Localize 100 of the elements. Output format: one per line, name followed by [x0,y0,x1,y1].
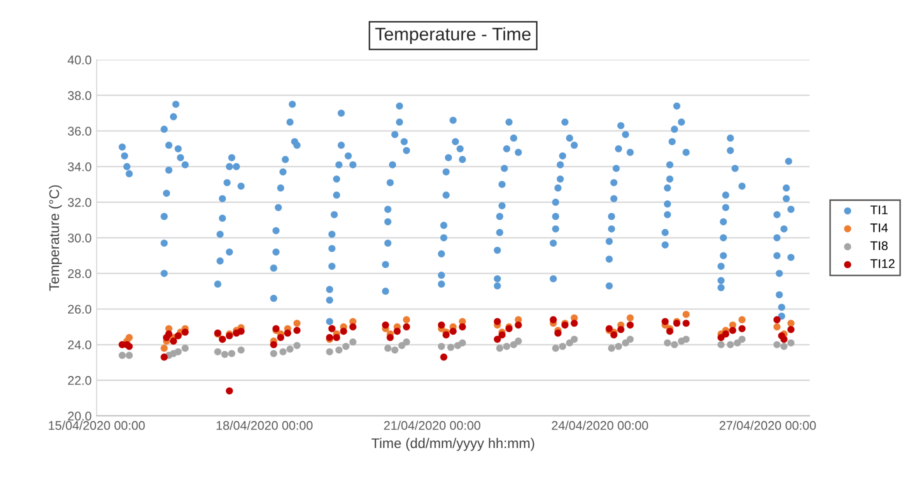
point [566,339,574,346]
point [238,328,245,335]
point [718,341,725,348]
point [738,336,746,343]
point [438,342,445,350]
point [726,341,734,348]
point [182,328,189,336]
point [450,328,457,335]
point [458,339,466,346]
point [402,316,410,324]
point [174,348,182,356]
point [787,339,794,346]
point [570,336,578,343]
point [559,342,566,350]
point [617,326,624,334]
point [626,314,634,322]
point [165,330,172,338]
y-tick-label: 26.0 [68,304,92,314]
legend-label: TI1 [870,206,888,214]
legend-label: TI8 [870,241,888,250]
point [442,331,450,338]
point [494,336,501,343]
point [270,350,278,358]
point [440,354,448,361]
point [666,328,674,335]
point [384,344,392,352]
point [552,344,560,352]
y-tick-label: 24.0 [68,340,92,350]
y-tick-label: 22.0 [68,376,92,385]
point [510,341,518,348]
point [554,330,562,337]
point [438,322,445,329]
point [682,310,690,318]
point [550,316,557,324]
point [270,341,278,348]
point [570,320,578,327]
x-tick-label: 27/04/2020 00:00 [720,420,816,430]
y-tick-label: 28.0 [68,269,92,278]
point [718,334,725,342]
point [174,332,182,340]
point [394,328,401,335]
y-tick-label: 30.0 [68,234,92,242]
point [494,318,501,326]
point [402,323,410,330]
point [226,387,233,394]
point [447,344,454,351]
point [279,348,287,356]
x-tick-label: 15/04/2020 00:00 [48,420,145,430]
point [398,342,406,350]
point [293,342,301,350]
point [773,341,781,348]
point [780,342,788,350]
point [333,334,340,342]
point [626,322,634,329]
point [160,354,168,361]
point [780,336,788,343]
y-tick-label: 40.0 [68,56,92,64]
point [126,342,133,350]
y-tick-label: 34.0 [68,162,92,172]
point [382,322,390,329]
point [738,325,746,332]
point [664,339,672,346]
point [458,323,466,330]
point [349,338,356,346]
chart-title: Temperature - Time [375,27,531,44]
point [293,320,301,327]
point [787,326,794,334]
point [238,346,245,354]
point [221,350,228,358]
point [402,338,410,346]
point [391,346,398,354]
legend-label: TI4 [870,223,888,232]
point [496,344,504,352]
x-tick-label: 24/04/2020 00:00 [552,420,648,430]
point [773,316,781,324]
point [514,338,522,345]
point [126,334,133,342]
x-tick-label: 18/04/2020 00:00 [216,420,313,430]
point [498,331,506,338]
point [514,322,522,329]
legend-label: TI12 [870,259,894,268]
y-tick-label: 32.0 [68,198,92,207]
point [610,331,618,338]
point [734,339,741,346]
point [349,323,356,330]
point [342,342,350,350]
point [622,339,630,346]
point [614,342,622,350]
point [682,320,690,327]
point [335,346,342,354]
y-tick-label: 38.0 [68,91,92,100]
x-tick-label: 21/04/2020 00:00 [384,420,480,430]
point [126,352,133,359]
point [228,350,236,358]
point [214,348,222,356]
point [386,334,394,342]
point [118,352,126,359]
point [340,328,348,335]
point [682,336,690,343]
point [626,336,634,343]
